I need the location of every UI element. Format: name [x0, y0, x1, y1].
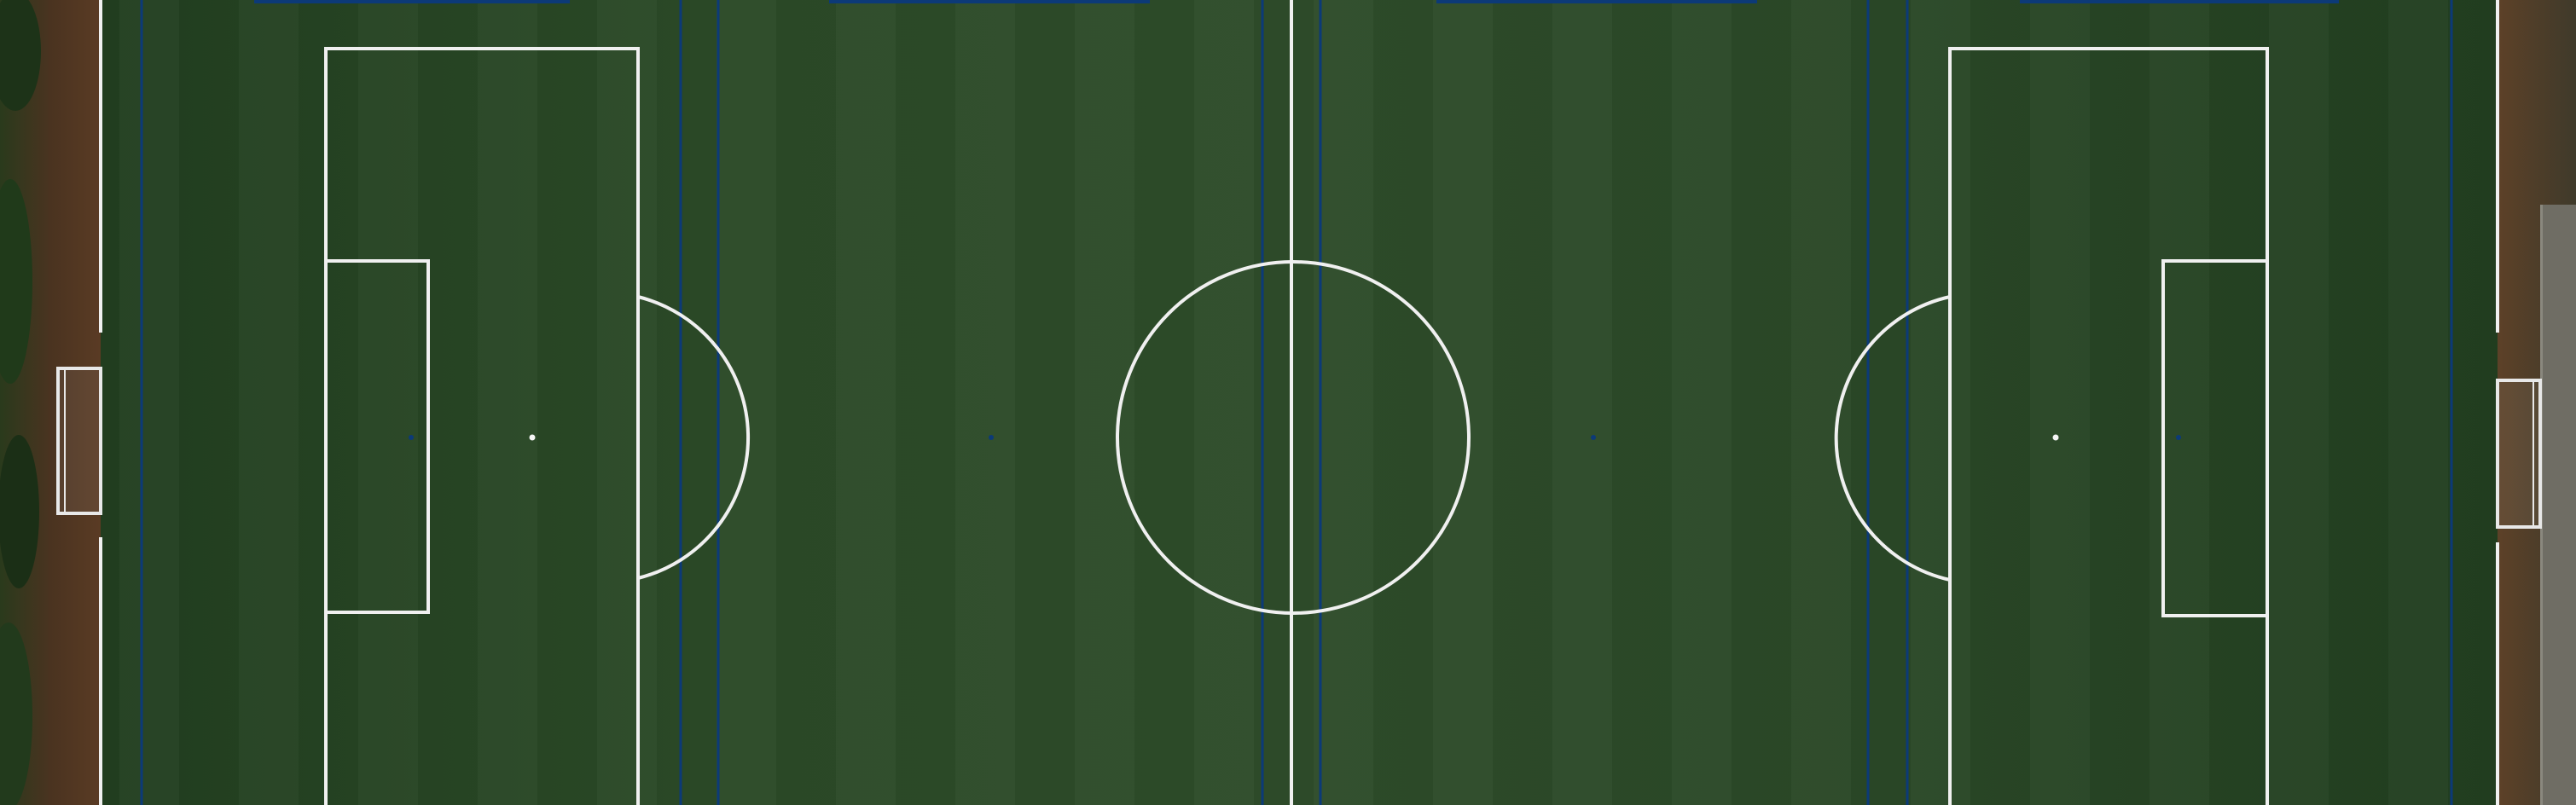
- center-circle: [1116, 260, 1471, 615]
- left-trees: [0, 0, 41, 805]
- left-penalty-area: [324, 47, 640, 805]
- white-markings: [99, 0, 2499, 805]
- right-goal: [2496, 379, 2542, 529]
- left-penalty-arc: [637, 295, 751, 580]
- left-goal-area: [326, 259, 430, 614]
- left-goal: [56, 367, 102, 515]
- spots: [409, 434, 2181, 441]
- blue-lines: [140, 0, 2453, 805]
- right-walkway: [2542, 205, 2576, 805]
- pitch-mowing-stripes: [101, 0, 2498, 805]
- right-penalty-area: [1948, 47, 2269, 805]
- left-penalty-spot: [529, 434, 536, 441]
- right-goal-area: [2161, 259, 2267, 617]
- right-penalty-spot: [2052, 434, 2059, 441]
- right-penalty-arc: [1834, 295, 1951, 582]
